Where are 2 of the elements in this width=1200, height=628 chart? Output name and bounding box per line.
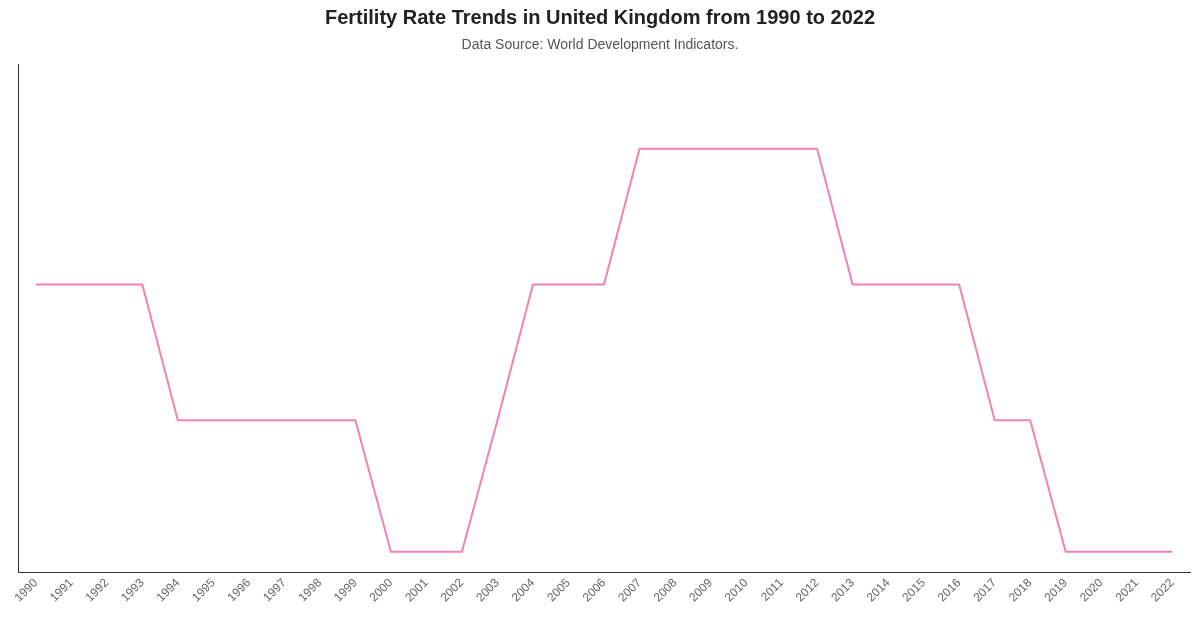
chart-subtitle: Data Source: World Development Indicators. [460,36,740,52]
chart-title: Fertility Rate Trends in United Kingdom from 1990 to 2022 [323,6,877,29]
